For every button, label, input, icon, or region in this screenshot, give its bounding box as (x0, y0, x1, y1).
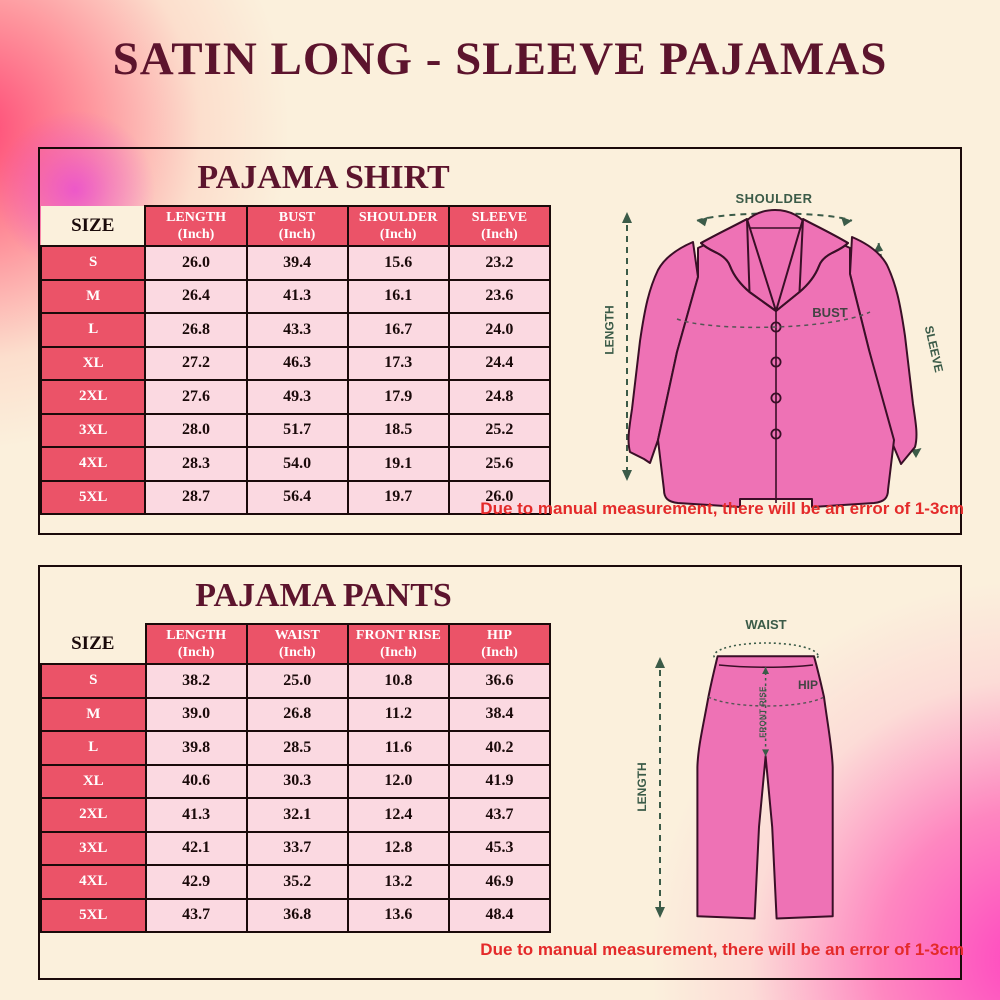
svg-text:LENGTH: LENGTH (602, 305, 616, 354)
svg-text:SLEEVE: SLEEVE (922, 324, 946, 373)
svg-text:FRONT RISE: FRONT RISE (759, 686, 768, 738)
svg-text:WAIST: WAIST (745, 617, 786, 632)
svg-text:HIP: HIP (798, 678, 818, 692)
svg-text:SHOULDER: SHOULDER (736, 191, 813, 206)
svg-text:LENGTH: LENGTH (635, 762, 649, 811)
svg-text:BUST: BUST (812, 305, 847, 320)
